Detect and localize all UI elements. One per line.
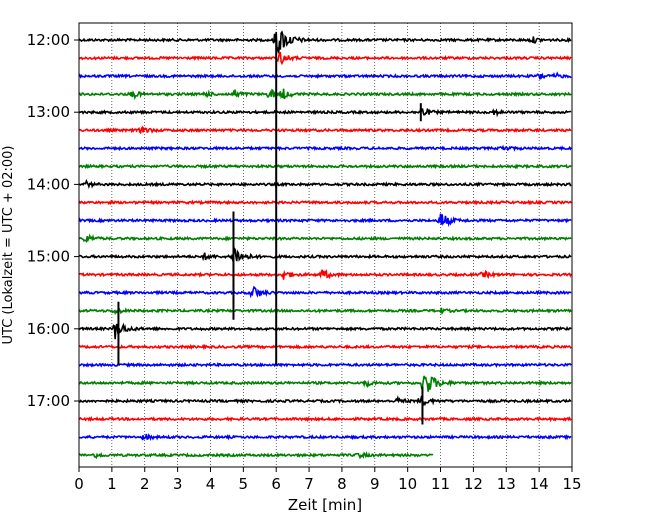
trace-1545	[78, 307, 572, 316]
y-axis-title: UTC (Lokalzeit = UTC + 02:00)	[1, 146, 16, 345]
trace-1700	[78, 394, 572, 410]
trace-1245	[78, 88, 572, 101]
trace-1645	[78, 375, 572, 392]
trace-1630	[78, 361, 572, 368]
trace-1615	[78, 343, 572, 351]
x-axis-title: Zeit [min]	[288, 496, 362, 514]
trace-1200	[78, 30, 572, 54]
y-axis: 12:00 13:00 14:00 15:00 16:00 17:00	[27, 31, 79, 410]
y-tick-label: 15:00	[27, 248, 70, 266]
plot-frame	[78, 22, 573, 468]
x-tick-label: 1	[107, 475, 117, 493]
trace-1345	[78, 163, 572, 170]
x-tick-label: 13	[497, 475, 516, 493]
trace-1400	[78, 178, 572, 189]
x-tick-label: 5	[239, 475, 249, 493]
x-tick-label: 3	[173, 475, 183, 493]
trace-1445	[78, 233, 572, 244]
trace-1330	[78, 144, 572, 152]
y-tick-label: 12:00	[27, 31, 70, 49]
trace-1230	[78, 71, 572, 80]
y-tick-label: 17:00	[27, 392, 70, 410]
x-tick-label: 0	[74, 475, 84, 493]
x-axis: 0 1 2 3 4 5 6 7 8 9 10 11 12 13 14 15	[74, 467, 582, 493]
x-tick-label: 8	[337, 475, 347, 493]
x-tick-label: 10	[398, 475, 417, 493]
trace-1715	[78, 416, 572, 423]
x-tick-label: 6	[271, 475, 281, 493]
x-tick-label: 11	[431, 475, 450, 493]
x-tick-label: 4	[206, 475, 216, 493]
trace-1500	[78, 246, 572, 263]
y-tick-label: 13:00	[27, 103, 70, 121]
trace-1215	[78, 51, 572, 66]
x-tick-label: 12	[464, 475, 483, 493]
trace-1515	[78, 269, 572, 280]
gridlines	[111, 23, 540, 467]
trace-1745	[78, 451, 434, 460]
y-tick-label: 14:00	[27, 175, 70, 193]
x-tick-label: 14	[530, 475, 549, 493]
x-tick-label: 2	[140, 475, 150, 493]
x-tick-label: 7	[304, 475, 314, 493]
vertical-spikes	[117, 40, 424, 425]
trace-1430	[78, 213, 572, 228]
trace-1730	[78, 433, 572, 441]
trace-1315	[78, 125, 572, 135]
plot-background	[79, 23, 572, 467]
y-tick-label: 16:00	[27, 320, 70, 338]
x-tick-label: 9	[370, 475, 380, 493]
trace-1300	[78, 107, 572, 118]
trace-1530	[78, 285, 572, 299]
x-tick-label: 15	[562, 475, 581, 493]
trace-1600	[78, 322, 572, 340]
seismic-traces	[78, 30, 572, 460]
trace-1415	[78, 199, 572, 206]
